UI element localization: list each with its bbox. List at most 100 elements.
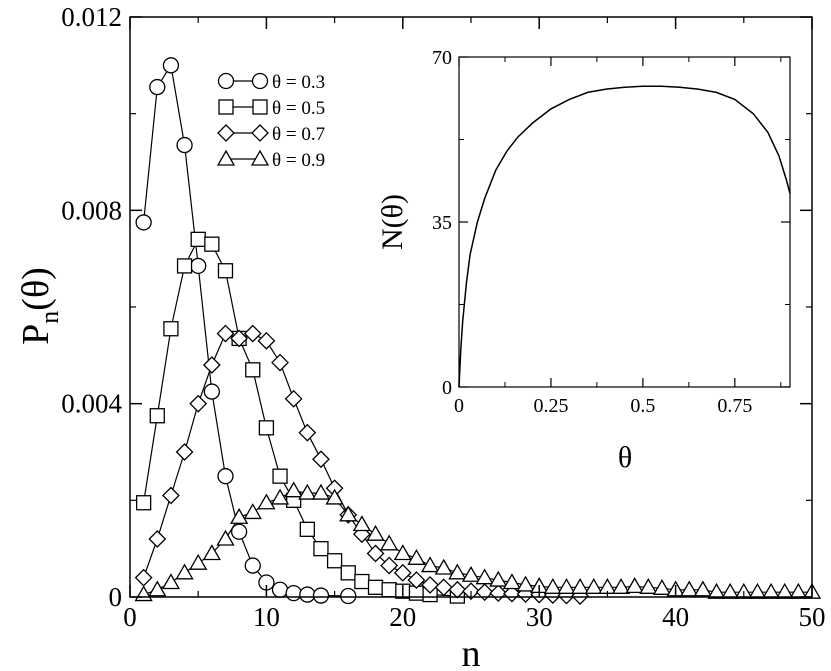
data-point-triangle — [339, 505, 358, 522]
x-tick-label: 30 — [526, 602, 553, 632]
data-point-square — [354, 573, 370, 590]
data-point-square — [135, 495, 152, 511]
data-point-diamond — [312, 450, 330, 469]
legend-marker-square — [218, 99, 234, 115]
legend-label: θ = 0.9 — [272, 150, 325, 171]
data-point-triangle — [680, 580, 699, 597]
data-point-triangle — [229, 507, 249, 524]
x-tick-label: 50 — [799, 602, 826, 632]
data-point-diamond — [380, 556, 399, 575]
legend-marker-circle — [251, 72, 269, 90]
data-point-circle — [271, 581, 289, 598]
data-point-diamond — [162, 486, 180, 505]
data-point-triangle — [243, 503, 262, 520]
data-point-circle — [230, 523, 248, 540]
data-point-square — [340, 565, 356, 581]
legend-marker-triangle — [216, 149, 236, 166]
data-point-triangle — [721, 582, 740, 599]
inset-plot: 0 0.25 0.5 0.75 0 35 70 θ N(θ) — [376, 47, 791, 474]
data-point-triangle — [161, 573, 181, 590]
inset-x-tick-label: 0.75 — [717, 395, 752, 417]
data-point-triangle — [148, 580, 167, 597]
data-point-diamond — [298, 423, 317, 442]
data-point-diamond — [421, 575, 439, 594]
data-point-square — [272, 468, 288, 484]
data-point-square — [381, 582, 397, 598]
data-point-triangle — [789, 582, 808, 599]
y-axis-title: Pn(θ) — [15, 267, 64, 345]
inset-y-tick-label: 70 — [432, 47, 452, 69]
data-point-triangle — [775, 582, 794, 599]
legend: θ = 0.3 θ = 0.5 θ = 0.7 θ = 0.9 — [216, 72, 325, 171]
data-point-triangle — [284, 481, 303, 498]
data-point-triangle — [325, 488, 344, 505]
data-point-circle — [162, 57, 180, 74]
data-point-triangle — [516, 575, 535, 592]
data-point-triangle — [448, 563, 467, 580]
data-point-triangle — [461, 565, 481, 582]
data-point-diamond — [216, 324, 235, 343]
x-tick-label: 0 — [123, 602, 137, 632]
data-point-triangle — [311, 483, 331, 500]
data-point-triangle — [639, 578, 658, 594]
x-tick-label: 20 — [389, 602, 416, 632]
y-axis-title-main: P — [15, 324, 57, 345]
data-point-circle — [285, 584, 302, 602]
legend-label: θ = 0.5 — [272, 98, 325, 119]
data-point-triangle — [543, 578, 562, 594]
data-point-circle — [149, 78, 166, 96]
data-point-diamond — [148, 530, 167, 548]
data-point-triangle — [175, 563, 194, 580]
data-point-diamond — [271, 353, 289, 372]
inset-x-axis-title: θ — [618, 441, 632, 474]
data-point-triangle — [202, 544, 221, 561]
y-axis-title-argument: (θ) — [15, 267, 57, 311]
legend-marker-square — [252, 99, 268, 115]
data-point-diamond — [393, 563, 412, 582]
inset-curves — [458, 85, 791, 388]
data-point-diamond — [202, 356, 221, 374]
data-point-circle — [176, 136, 193, 154]
data-point-triangle — [570, 578, 590, 594]
data-point-triangle — [652, 578, 672, 595]
inset-ticks: 0 0.25 0.5 0.75 0 35 70 — [432, 47, 790, 417]
inset-plot-background — [459, 57, 790, 387]
data-point-diamond — [366, 544, 385, 563]
inset-x-tick-label: 0.5 — [630, 395, 655, 417]
data-point-triangle — [475, 568, 494, 585]
data-point-square — [217, 263, 234, 279]
data-point-diamond — [434, 578, 453, 597]
main-ticks: 0 10 20 30 40 50 0 0.004 0.008 0.012 — [61, 2, 825, 632]
legend-label: θ = 0.3 — [272, 72, 325, 93]
data-point-circle — [190, 257, 207, 275]
data-point-square — [176, 258, 193, 274]
data-point-diamond — [475, 583, 494, 602]
main-curves — [134, 57, 822, 605]
data-point-square — [299, 521, 315, 537]
data-point-triangle — [707, 582, 726, 599]
y-tick-label: 0.012 — [61, 2, 122, 32]
data-point-square — [326, 553, 343, 569]
legend-marker-circle — [217, 72, 235, 90]
data-point-triangle — [189, 553, 208, 570]
data-point-triangle — [352, 515, 372, 532]
data-point-square — [367, 579, 384, 595]
data-point-triangle — [502, 573, 522, 590]
data-point-triangle — [366, 524, 385, 541]
legend-marker-triangle — [250, 149, 270, 166]
data-point-square — [190, 231, 206, 247]
data-point-square — [245, 362, 261, 378]
data-point-triangle — [611, 578, 631, 594]
data-point-square — [149, 408, 165, 424]
x-axis-title: n — [462, 633, 481, 671]
data-point-diamond — [284, 389, 303, 408]
data-point-circle — [340, 587, 357, 605]
data-point-triangle — [380, 534, 399, 551]
data-point-triangle — [420, 556, 440, 573]
data-point-circle — [299, 586, 316, 603]
data-point-square — [258, 420, 275, 436]
series-circle — [135, 57, 357, 605]
y-axis-title-subscript: n — [35, 311, 64, 324]
